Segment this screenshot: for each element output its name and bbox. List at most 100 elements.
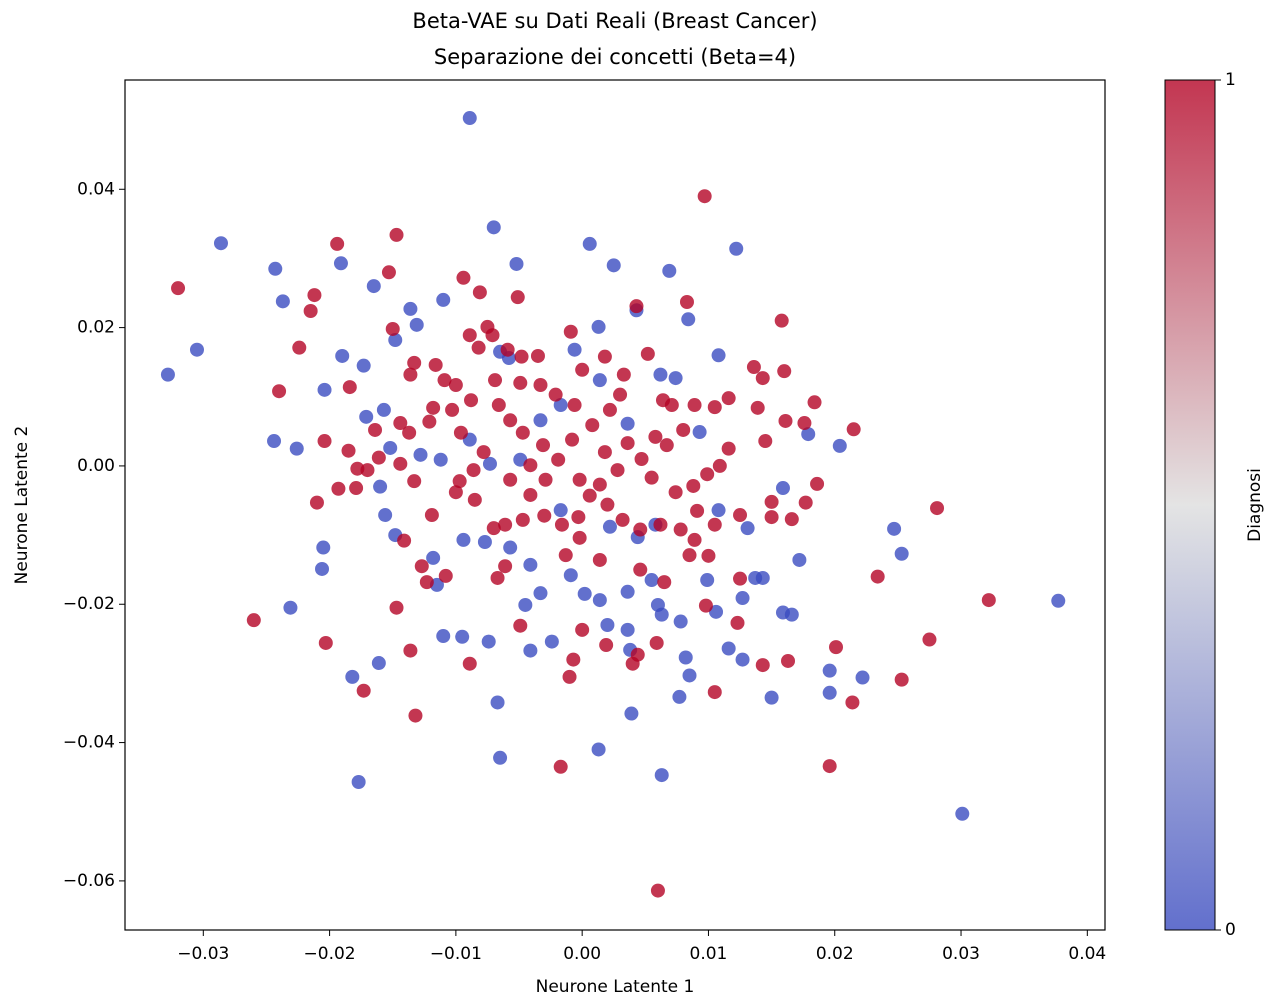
point xyxy=(649,635,664,650)
point xyxy=(565,432,580,447)
x-tick-label: −0.03 xyxy=(177,944,229,964)
point xyxy=(407,474,422,489)
point xyxy=(721,441,736,456)
point xyxy=(515,425,530,440)
point xyxy=(433,452,448,467)
x-tick-label: −0.01 xyxy=(430,944,482,964)
point xyxy=(567,342,582,357)
point xyxy=(572,530,587,545)
point xyxy=(673,614,688,629)
point xyxy=(366,279,381,294)
point xyxy=(518,597,533,612)
y-tick-label: −0.06 xyxy=(63,871,115,891)
point xyxy=(707,685,722,700)
point xyxy=(318,635,333,650)
point xyxy=(887,521,902,536)
point xyxy=(567,398,582,413)
point xyxy=(267,434,282,449)
point xyxy=(513,618,528,633)
point xyxy=(640,346,655,361)
point xyxy=(455,629,470,644)
point xyxy=(870,569,885,584)
point xyxy=(654,768,669,783)
point xyxy=(620,436,635,451)
point xyxy=(389,227,404,242)
point xyxy=(533,413,548,428)
point xyxy=(317,382,332,397)
point xyxy=(653,367,668,382)
point xyxy=(490,695,505,710)
point xyxy=(733,508,748,523)
point xyxy=(385,321,400,336)
point xyxy=(477,535,492,550)
point xyxy=(602,402,617,417)
point xyxy=(481,634,496,649)
point xyxy=(333,256,348,271)
point xyxy=(930,501,945,516)
colorbar xyxy=(1164,79,1216,931)
x-tick-label: 0.03 xyxy=(942,944,980,964)
point xyxy=(403,367,418,382)
x-tick-label: 0.01 xyxy=(690,944,728,964)
point xyxy=(462,656,477,671)
point xyxy=(171,281,186,296)
point xyxy=(894,546,909,561)
point xyxy=(797,416,812,431)
point xyxy=(597,445,612,460)
point xyxy=(764,510,779,525)
point xyxy=(777,364,792,379)
point xyxy=(613,387,628,402)
point xyxy=(755,658,770,673)
colorbar-tick-label: 1 xyxy=(1225,70,1236,90)
point xyxy=(462,111,477,126)
point xyxy=(657,575,672,590)
y-axis-label: Neurone Latente 2 xyxy=(12,426,32,585)
point xyxy=(778,413,793,428)
point xyxy=(445,402,460,417)
x-tick-label: −0.02 xyxy=(304,944,356,964)
point xyxy=(798,495,813,510)
point xyxy=(600,497,615,512)
point xyxy=(922,632,937,647)
colorbar-label: Diagnosi xyxy=(1245,468,1265,542)
point xyxy=(345,669,360,684)
point xyxy=(591,319,606,334)
point xyxy=(687,398,702,413)
point xyxy=(515,512,530,527)
point xyxy=(781,653,796,668)
point xyxy=(676,422,691,437)
point xyxy=(307,288,322,303)
point xyxy=(764,690,779,705)
point xyxy=(330,236,345,251)
point xyxy=(709,604,724,619)
point xyxy=(464,393,479,408)
point xyxy=(597,349,612,364)
point xyxy=(664,398,679,413)
point xyxy=(563,324,578,339)
point xyxy=(424,508,439,523)
point xyxy=(553,759,568,774)
point xyxy=(335,348,350,363)
point xyxy=(490,570,505,585)
point xyxy=(426,550,441,565)
point xyxy=(452,474,467,489)
point xyxy=(544,634,559,649)
point xyxy=(393,416,408,431)
point xyxy=(317,434,332,449)
point xyxy=(438,568,453,583)
point xyxy=(697,189,712,204)
point xyxy=(376,402,391,417)
point xyxy=(698,598,713,613)
point xyxy=(701,548,716,563)
point xyxy=(616,367,631,382)
point xyxy=(775,605,790,620)
point xyxy=(408,708,423,723)
point xyxy=(414,559,429,574)
point xyxy=(538,472,553,487)
point xyxy=(513,375,528,390)
point xyxy=(246,613,261,628)
plot-area xyxy=(124,79,1106,931)
point xyxy=(563,568,578,583)
point xyxy=(462,328,477,343)
point xyxy=(955,806,970,821)
